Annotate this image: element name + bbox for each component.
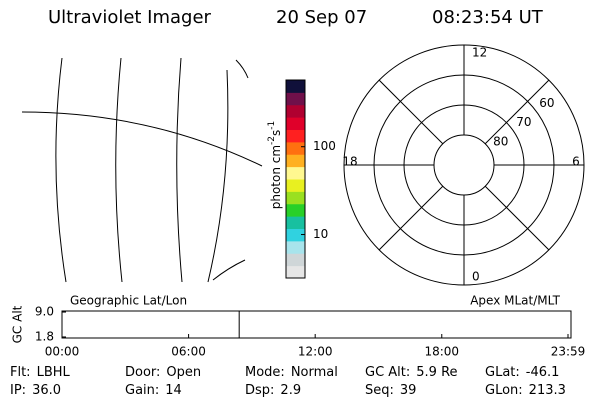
status-field: GLon: 213.3 bbox=[485, 383, 566, 398]
meridian bbox=[176, 57, 183, 283]
colorbar-frame bbox=[285, 79, 306, 279]
field-value: LBHL bbox=[37, 365, 71, 380]
colorbar-segment bbox=[286, 141, 305, 155]
x-tick-label: 12:00 bbox=[298, 345, 333, 359]
field-value: Normal bbox=[291, 365, 338, 380]
y-tick-label: 9.0 bbox=[35, 305, 54, 319]
status-field: Dsp: 2.9 bbox=[245, 383, 301, 398]
y-tick-label: 1.8 bbox=[35, 329, 54, 343]
colorbar-tick-label: 10 bbox=[313, 227, 328, 241]
mlt-label: 18 bbox=[342, 155, 357, 169]
time: 08:23:54 UT bbox=[432, 7, 544, 28]
y-axis-label: GC Alt bbox=[11, 305, 25, 343]
meridian bbox=[212, 259, 246, 281]
status-field: Mode: Normal bbox=[245, 365, 338, 380]
x-tick-label: 06:00 bbox=[171, 345, 206, 359]
meridian bbox=[115, 57, 123, 283]
colorbar-segment bbox=[286, 129, 305, 143]
latitude-label: 80 bbox=[493, 134, 508, 148]
field-label: GLon: bbox=[485, 383, 523, 398]
colorbar-segment bbox=[286, 179, 305, 192]
meridian bbox=[235, 59, 249, 79]
status-field: GC Alt: 5.9 Re bbox=[365, 365, 458, 380]
label-part: -2 bbox=[267, 136, 277, 145]
colorbar-segment bbox=[286, 265, 305, 279]
field-label: Dsp: bbox=[245, 383, 274, 398]
panel-label: Apex MLat/MLT bbox=[470, 294, 560, 308]
parallel bbox=[21, 111, 263, 167]
colorbar-segment bbox=[286, 240, 305, 254]
colorbar-segment bbox=[286, 104, 305, 118]
field-label: Door: bbox=[125, 365, 160, 380]
status-field: IP: 36.0 bbox=[10, 383, 61, 398]
colorbar-segment bbox=[286, 117, 305, 130]
field-value: 39 bbox=[400, 383, 417, 398]
radial-line bbox=[484, 79, 550, 145]
field-value: -46.1 bbox=[526, 365, 560, 380]
field-value: 5.9 Re bbox=[416, 365, 457, 380]
label-part: -1 bbox=[267, 121, 277, 130]
x-tick-label: 00:00 bbox=[45, 345, 80, 359]
field-label: Gain: bbox=[125, 383, 159, 398]
mlt-label: 12 bbox=[472, 46, 487, 60]
latitude-label: 60 bbox=[539, 96, 554, 110]
plot-frame bbox=[61, 310, 572, 339]
field-label: GLat: bbox=[485, 365, 520, 380]
mlt-label: 0 bbox=[472, 270, 480, 284]
field-value: Open bbox=[166, 365, 201, 380]
meridian bbox=[207, 69, 229, 283]
field-label: Mode: bbox=[245, 365, 285, 380]
status-field: Gain: 14 bbox=[125, 383, 182, 398]
colorbar-segment bbox=[286, 166, 305, 180]
status-field: Seq: 39 bbox=[365, 383, 416, 398]
colorbar-segment bbox=[286, 80, 305, 93]
radial-line bbox=[378, 185, 444, 251]
title: Ultraviolet Imager bbox=[48, 7, 212, 28]
field-value: 14 bbox=[165, 383, 182, 398]
colorbar-segment bbox=[286, 154, 305, 168]
label-part: s bbox=[269, 130, 283, 136]
date: 20 Sep 07 bbox=[276, 7, 367, 28]
colorbar-label: photon cm-2s-1 bbox=[267, 121, 283, 210]
colorbar-segment bbox=[286, 92, 305, 106]
status-field: Door: Open bbox=[125, 365, 201, 380]
field-value: 36.0 bbox=[32, 383, 61, 398]
x-tick-label: 23:59 bbox=[551, 345, 586, 359]
colorbar-segment bbox=[286, 216, 305, 229]
field-label: IP: bbox=[10, 383, 26, 398]
field-value: 2.9 bbox=[280, 383, 301, 398]
geographic-map bbox=[21, 57, 263, 283]
field-label: GC Alt: bbox=[365, 365, 410, 380]
radial-line bbox=[484, 185, 550, 251]
latitude-label: 70 bbox=[516, 115, 531, 129]
colorbar-segment bbox=[286, 191, 305, 205]
field-label: Flt: bbox=[10, 365, 31, 380]
label-part: photon cm bbox=[269, 145, 283, 209]
radial-line bbox=[378, 79, 444, 145]
field-label: Seq: bbox=[365, 383, 394, 398]
mlt-label: 6 bbox=[572, 155, 580, 169]
colorbar-tick-label: 100 bbox=[313, 139, 336, 153]
colorbar-segment bbox=[286, 253, 305, 267]
meridian bbox=[55, 57, 67, 283]
x-tick-label: 18:00 bbox=[424, 345, 459, 359]
panel-label: Geographic Lat/Lon bbox=[70, 294, 187, 308]
status-field: GLat: -46.1 bbox=[485, 365, 559, 380]
colorbar-segment bbox=[286, 203, 305, 217]
status-field: Flt: LBHL bbox=[10, 365, 71, 380]
colorbar-segment bbox=[286, 228, 305, 242]
latitude-ring bbox=[433, 134, 495, 196]
field-value: 213.3 bbox=[529, 383, 566, 398]
